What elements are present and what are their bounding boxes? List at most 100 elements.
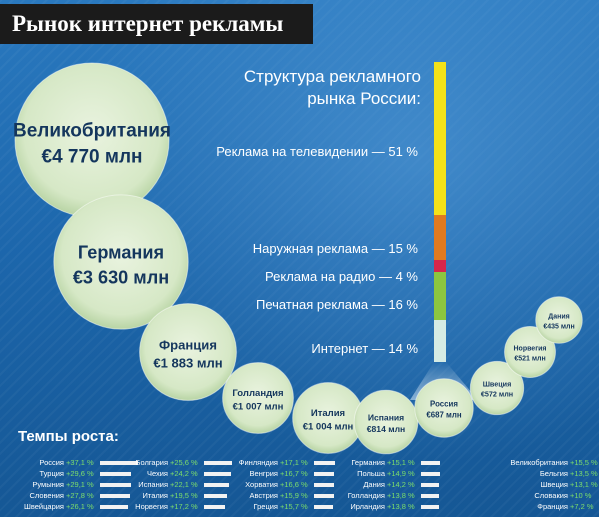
bubble-circle [53, 194, 189, 330]
growth-row: Норвегия +17,2 % [112, 501, 225, 512]
growth-value: +7,2 % [570, 502, 594, 511]
bubble-country-label: Россия [430, 400, 458, 409]
bubble-value-label: €521 млн [514, 355, 545, 362]
growth-bar [204, 461, 232, 465]
growth-value: +16,6 % [280, 480, 308, 489]
bubble-circle [222, 362, 294, 434]
growth-value: +29,6 % [66, 469, 94, 478]
growth-country: Австрия [249, 491, 278, 500]
bubble-country-label: Италия [311, 408, 345, 419]
growth-row: Франция +7,2 % [468, 501, 593, 512]
growth-country: Польша [357, 469, 385, 478]
growth-country: Турция [39, 469, 64, 478]
bubble-country-label: Швеция [483, 380, 512, 389]
growth-country: Словакия [534, 491, 568, 500]
growth-value: +14,9 % [387, 469, 415, 478]
bubble-country-label: Испания [368, 412, 404, 422]
growth-value: +26,1 % [66, 502, 94, 511]
growth-value: +25,6 % [170, 458, 198, 467]
growth-country: Швейцария [23, 502, 64, 511]
bubble-7: Россия€687 млн [414, 378, 474, 438]
growth-bar [421, 494, 439, 498]
growth-bar [314, 472, 334, 476]
bubble-country-label: Дания [548, 314, 570, 321]
growth-row: Италия +19,5 % [112, 490, 227, 501]
bubble-country-label: Франция [159, 338, 217, 353]
growth-value: +22,1 % [170, 480, 198, 489]
growth-value: +10 % [570, 491, 592, 500]
bubble-1: Великобритания €4 770 млн [13, 62, 171, 218]
growth-column: Великобритания +15,5 % Бельгия +13,5 % Швеци… [468, 457, 598, 512]
growth-value: +15,5 % [570, 458, 598, 467]
growth-value: +16,7 % [280, 469, 308, 478]
growth-country: Голландия [347, 491, 385, 500]
structure-bar-segment-tv [434, 62, 446, 215]
growth-bar [314, 494, 334, 498]
bubble-circle [139, 303, 237, 401]
growth-value: +17,1 % [280, 458, 308, 467]
growth-value: +27,8 % [66, 491, 94, 500]
bubble-10: Дания €435 млн [535, 296, 583, 344]
bubble-value-label: €687 млн [426, 410, 462, 419]
growth-row: Голландия +13,8 % [329, 490, 439, 501]
growth-value: +29,1 % [66, 480, 94, 489]
growth-bar [100, 472, 131, 476]
bubble-3: Франция €1 883 млн [139, 303, 237, 401]
growth-value: +19,5 % [170, 491, 198, 500]
structure-bar-segment-internet [434, 320, 446, 362]
growth-country: Словения [29, 491, 64, 500]
growth-country: Италия [142, 491, 168, 500]
growth-row: Греция +15,7 % [220, 501, 333, 512]
growth-country: Германия [351, 458, 385, 467]
bubble-country-label: Германия [78, 243, 164, 263]
bubble-value-label: €1 004 млн [303, 421, 354, 432]
growth-country: Франция [537, 502, 568, 511]
growth-bar [100, 494, 130, 498]
bubble-value-label: €572 млн [481, 390, 513, 399]
growth-country: Великобритания [510, 458, 568, 467]
growth-row: Румыния +29,1 % [8, 479, 131, 490]
growth-country: Норвегия [135, 502, 168, 511]
growth-row: Словения +27,8 % [8, 490, 130, 501]
growth-bar [204, 494, 227, 498]
growth-row: Венгрия +16,7 % [220, 468, 334, 479]
growth-country: Греция [253, 502, 278, 511]
bubble-circle [414, 378, 474, 438]
bubble-country-label: Голландия [232, 388, 283, 399]
growth-value: +13,8 % [387, 491, 415, 500]
growth-column: Финляндия +17,1 % Венгрия +16,7 % Хорватия +1… [220, 457, 335, 512]
growth-country: Хорватия [245, 480, 278, 489]
growth-row: Россия +37,1 % [8, 457, 138, 468]
growth-row: Великобритания +15,5 % [468, 457, 597, 468]
growth-country: Чехия [146, 469, 168, 478]
structure-label-radio: Реклама на радио — 4 % [265, 269, 418, 284]
bubble-group: Великобритания €4 770 млн Германия €3 630 м… [13, 62, 583, 455]
growth-row: Швеция +13,1 % [468, 479, 598, 490]
growth-country: Испания [138, 480, 168, 489]
growth-country: Румыния [32, 480, 64, 489]
growth-bar [204, 483, 229, 487]
structure-bar-segment-print [434, 272, 446, 320]
structure-label-outdoor: Наружная реклама — 15 % [252, 241, 418, 256]
structure-title: Структура рекламного рынка России: [243, 67, 421, 108]
growth-row: Финляндия +17,1 % [220, 457, 335, 468]
growth-bar [421, 461, 440, 465]
growth-country: Швеция [540, 480, 569, 489]
growth-value: +15,7 % [280, 502, 308, 511]
growth-country: Ирландия [350, 502, 385, 511]
bubble-4: Голландия €1 007 млн [222, 362, 294, 434]
structure-label-internet: Интернет — 14 % [311, 341, 418, 356]
growth-value: +15,9 % [280, 491, 308, 500]
growth-row: Чехия +24,2 % [112, 468, 231, 479]
page-title: Рынок интернет рекламы [12, 11, 284, 36]
growth-value: +15,1 % [387, 458, 415, 467]
growth-row: Бельгия +13,5 % [468, 468, 598, 479]
growth-bar [100, 483, 131, 487]
growth-value: +24,2 % [170, 469, 198, 478]
growth-row: Словакия +10 % [468, 490, 591, 501]
growth-country: Болгария [135, 458, 168, 467]
growth-value: +13,1 % [570, 480, 598, 489]
bubble-value-label: €1 007 млн [233, 401, 284, 412]
growth-bar [314, 483, 334, 487]
growth-row: Испания +22,1 % [112, 479, 229, 490]
